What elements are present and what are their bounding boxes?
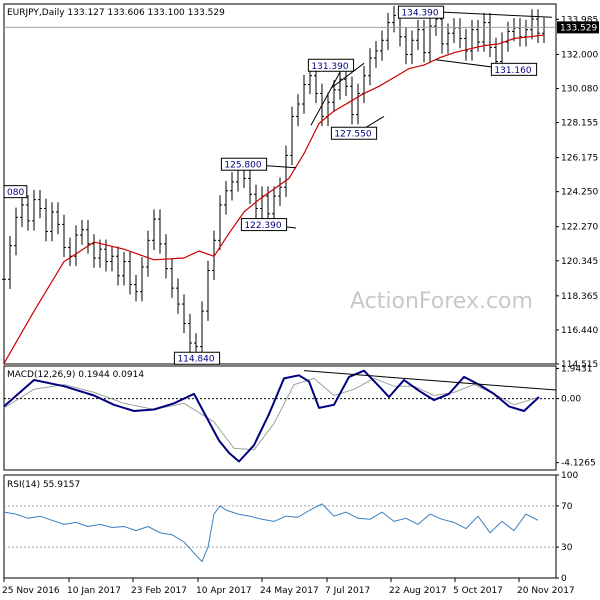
price-tick-label: 124.250 — [561, 188, 598, 198]
price-annotation-box — [330, 126, 378, 140]
price-tick-label: 133.985 — [561, 15, 598, 25]
date-tick-label: 23 Feb 2017 — [131, 586, 187, 596]
current-price-badge: 133.529 — [557, 21, 599, 34]
price-annotation-box — [240, 218, 288, 232]
chart-title: EURJPY,Daily 133.127 133.606 133.100 133… — [7, 8, 225, 18]
date-tick-label: 10 Jan 2017 — [67, 586, 121, 596]
rsi-tick-label: 100 — [561, 471, 578, 481]
price-annotation-label: 131.390 — [311, 62, 348, 72]
date-tick-label: 10 Apr 2017 — [196, 586, 252, 596]
macd-tick-label: 0.00 — [561, 395, 581, 405]
price-annotation-box — [3, 185, 28, 199]
current-price-label: 133.529 — [560, 23, 597, 33]
date-tick-label: 20 Nov 2017 — [517, 586, 575, 596]
price-annotation-box — [490, 62, 538, 76]
watermark: ActionForex.com — [350, 289, 533, 314]
macd-signal-line — [3, 377, 540, 451]
date-tick-label: 22 Aug 2017 — [389, 586, 447, 596]
moving-average-series — [3, 34, 545, 364]
price-tick-label: 116.440 — [561, 326, 598, 336]
date-tick-label: 5 Oct 2017 — [453, 586, 503, 596]
date-tick-label: 24 May 2017 — [260, 586, 319, 596]
price-annotation-box — [173, 351, 221, 365]
price-annotation-box — [307, 58, 355, 72]
price-annotations: 080 114.840 125.800 122.390 131.390 127.550 13… — [3, 5, 538, 365]
price-tick-label: 122.270 — [561, 223, 598, 233]
moving-average-line — [3, 34, 545, 364]
price-annotation-box — [220, 157, 268, 171]
macd-line — [3, 369, 540, 463]
price-tick-label: 128.155 — [561, 119, 598, 129]
rsi-line — [3, 503, 539, 562]
price-annotation-label: 131.160 — [494, 66, 531, 76]
price-annotation-label: 125.800 — [224, 161, 261, 171]
date-tick-label: 25 Nov 2016 — [2, 586, 60, 596]
macd-axis: 1.9431 0.00 -4.1265 — [556, 364, 596, 469]
trendline — [310, 71, 341, 126]
price-annotation-label: 134.390 — [401, 9, 438, 19]
price-tick-label: 126.175 — [561, 154, 598, 164]
rsi-series — [3, 503, 556, 562]
price-annotation-label: 114.840 — [177, 355, 214, 365]
price-axis: 133.985 132.000 130.080 128.155 126.175 124.2… — [556, 15, 598, 370]
price-tick-label: 132.000 — [561, 50, 598, 60]
macd-label: MACD(12,26,9) 0.1944 0.0914 — [7, 370, 144, 380]
date-tick-label: 7 Jul 2017 — [325, 586, 370, 596]
date-axis: 25 Nov 2016 10 Jan 2017 23 Feb 2017 10 Apr … — [2, 578, 575, 596]
rsi-panel — [3, 474, 557, 579]
price-annotation-label: 122.390 — [244, 221, 281, 231]
rsi-tick-label: 0 — [561, 574, 567, 584]
price-annotation-box — [397, 5, 445, 19]
macd-tick-label: -4.1265 — [561, 459, 596, 469]
macd-trendline — [303, 370, 557, 391]
price-series — [2, 5, 546, 357]
rsi-tick-label: 30 — [561, 543, 573, 553]
rsi-label: RSI(14) 55.9157 — [7, 480, 80, 490]
price-tick-label: 114.515 — [561, 360, 598, 370]
trendline — [330, 62, 365, 89]
price-tick-label: 120.345 — [561, 257, 598, 267]
price-annotation-label: 127.550 — [334, 130, 371, 140]
trendline — [441, 11, 553, 18]
rsi-axis: 100 70 30 0 — [556, 471, 578, 584]
macd-tick-label: 1.9431 — [561, 364, 593, 374]
macd-series — [3, 369, 557, 463]
price-tick-label: 118.365 — [561, 292, 598, 302]
rsi-tick-label: 70 — [561, 502, 573, 512]
price-annotation-label: 080 — [7, 188, 24, 198]
price-tick-label: 130.080 — [561, 84, 598, 94]
